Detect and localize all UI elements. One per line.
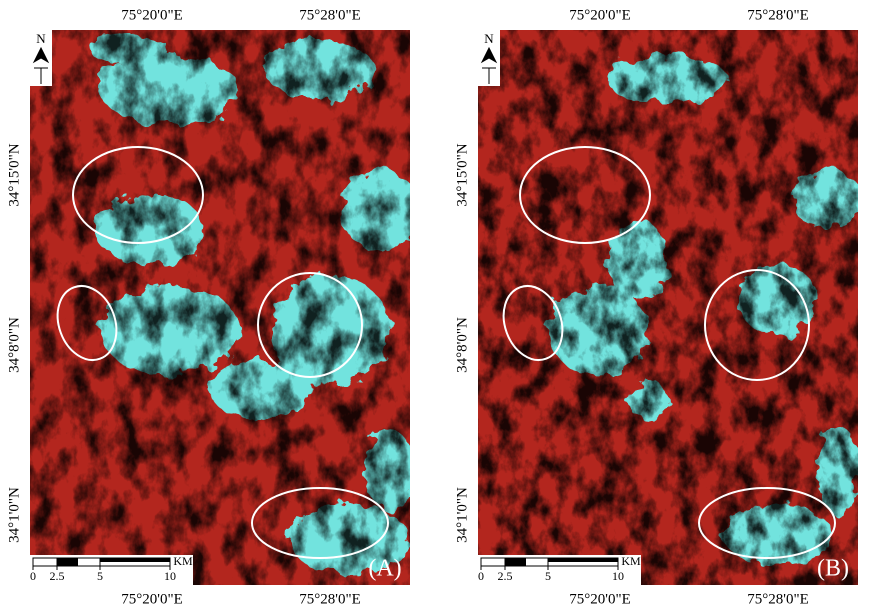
scale-label: 5 bbox=[97, 569, 103, 583]
top-coordinate: 75°28'0"E bbox=[299, 7, 361, 23]
scale-unit: KM bbox=[173, 554, 193, 568]
left-coordinate: 34°8'0"N bbox=[454, 317, 470, 373]
panel-label: (A) bbox=[368, 556, 401, 582]
scale-label: 10 bbox=[612, 569, 624, 583]
scale-label: 0 bbox=[478, 569, 484, 583]
scale-seg bbox=[57, 558, 78, 566]
scale-label: 10 bbox=[164, 569, 176, 583]
scale-unit: KM bbox=[621, 554, 641, 568]
north-label: N bbox=[36, 31, 46, 46]
scale-seg bbox=[548, 558, 618, 562]
left-coordinate: 34°8'0"N bbox=[6, 317, 22, 373]
north-label: N bbox=[484, 31, 494, 46]
left-coordinate: 34°15'0"N bbox=[454, 143, 470, 206]
top-coordinate: 75°28'0"E bbox=[747, 7, 809, 23]
bottom-coordinate: 75°28'0"E bbox=[299, 591, 361, 607]
bottom-coordinate: 75°20'0"E bbox=[121, 591, 183, 607]
left-coordinate: 34°15'0"N bbox=[6, 143, 22, 206]
scale-label: 0 bbox=[30, 569, 36, 583]
left-coordinate: 34°1'0"N bbox=[6, 487, 22, 543]
bottom-coordinate: 75°20'0"E bbox=[569, 591, 631, 607]
satellite-image bbox=[478, 30, 863, 585]
scale-label: 5 bbox=[545, 569, 551, 583]
panel-label: (B) bbox=[817, 556, 849, 582]
terrain-shade bbox=[478, 30, 858, 585]
satellite-image bbox=[30, 30, 420, 585]
top-coordinate: 75°20'0"E bbox=[569, 7, 631, 23]
bottom-coordinate: 75°28'0"E bbox=[747, 591, 809, 607]
scale-seg bbox=[505, 558, 526, 566]
terrain-shade bbox=[30, 30, 410, 585]
scale-seg bbox=[100, 558, 170, 562]
scale-label: 2.5 bbox=[498, 569, 513, 583]
top-coordinate: 75°20'0"E bbox=[121, 7, 183, 23]
left-coordinate: 34°1'0"N bbox=[454, 487, 470, 543]
figure: N02.5510KM(A)75°20'0"E75°20'0"E75°28'0"E… bbox=[0, 0, 873, 610]
scale-label: 2.5 bbox=[50, 569, 65, 583]
